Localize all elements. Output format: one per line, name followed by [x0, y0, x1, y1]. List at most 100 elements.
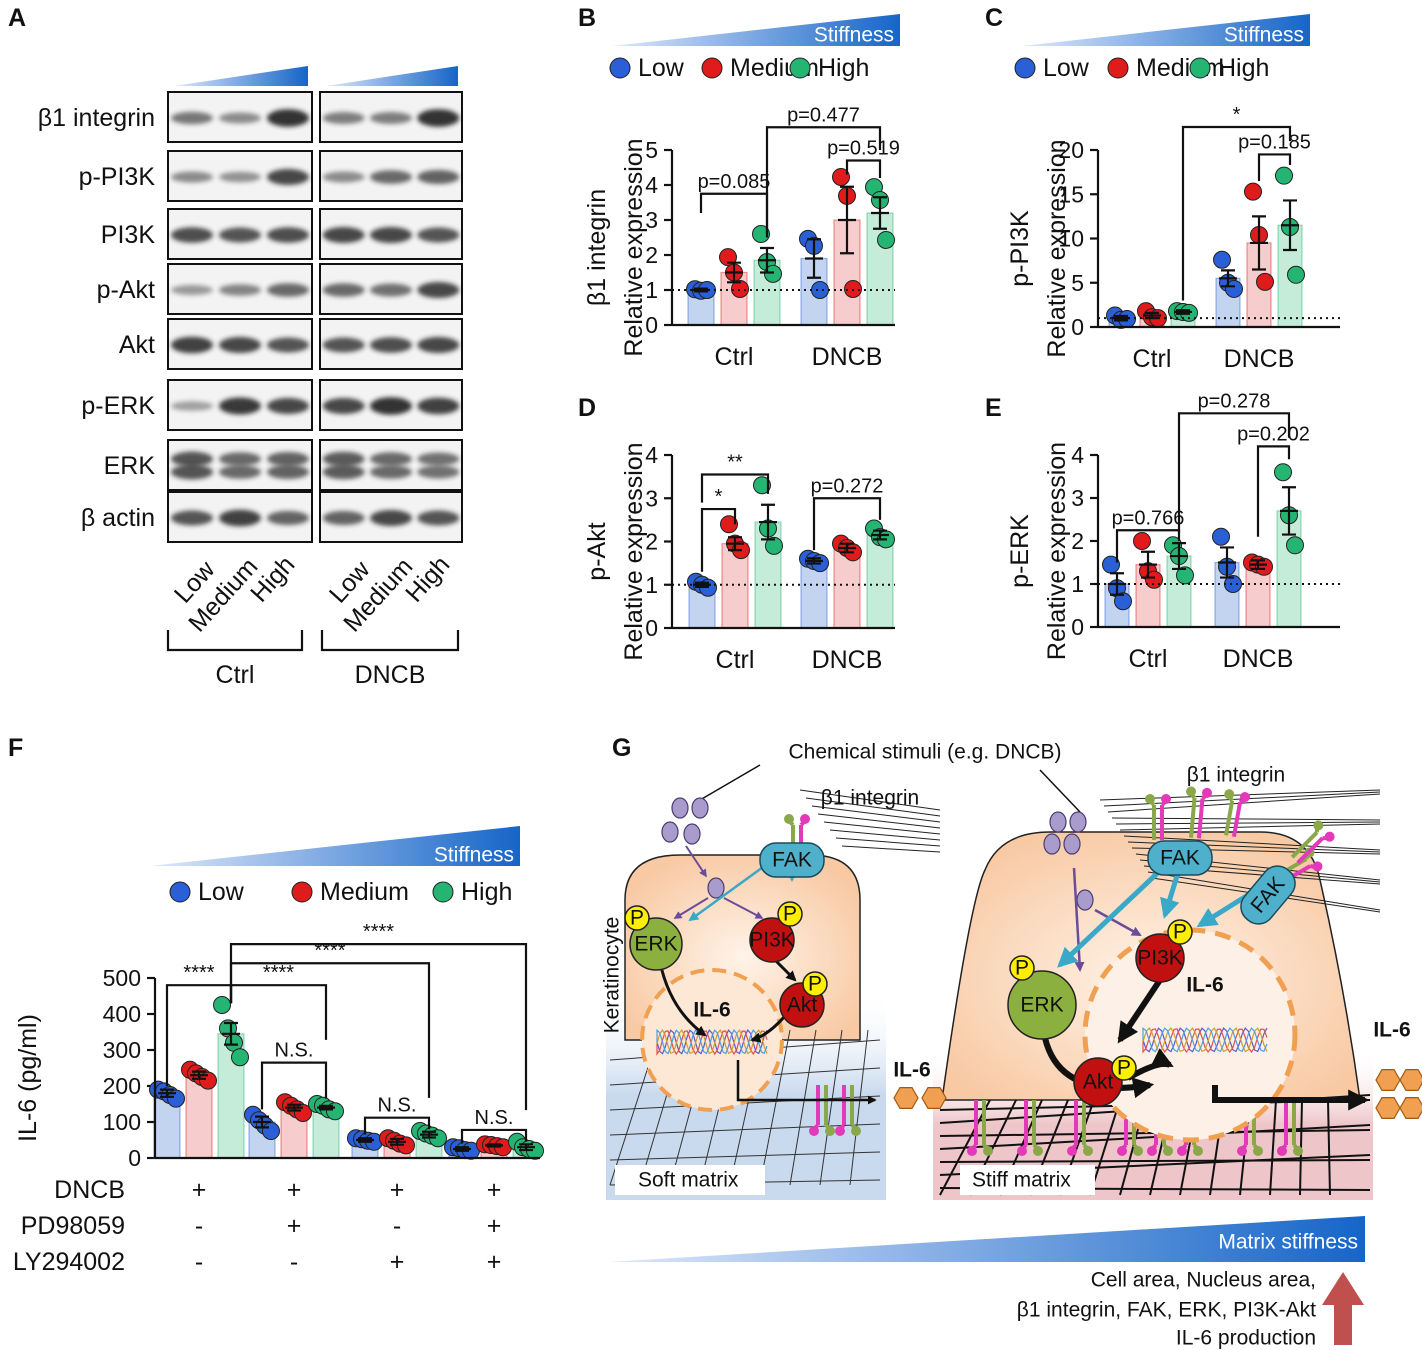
blot-band [171, 464, 213, 480]
panel-label: E [985, 394, 1002, 422]
integrin-head [851, 1126, 861, 1136]
blot-band [370, 337, 412, 353]
error-bar [356, 1137, 374, 1143]
condition-value: - [393, 1212, 401, 1240]
matrix-fiber [1327, 1099, 1331, 1196]
integrin [1067, 1100, 1093, 1156]
significance-bracket [1181, 125, 1292, 301]
y-tick-label: 10 [1058, 226, 1084, 252]
x-tick-label: Ctrl [716, 646, 755, 674]
matrix-fiber [759, 1029, 791, 1186]
blot-band [322, 112, 365, 124]
y-axis-label: Relative expression [1043, 442, 1071, 660]
blot-band [171, 171, 213, 183]
condition-value: + [390, 1176, 405, 1204]
y-tick-label: 1 [645, 572, 658, 598]
phospho-label: P [630, 907, 644, 930]
error-bar [158, 1088, 176, 1098]
significance-label: **** [263, 962, 294, 984]
blot-band [219, 227, 261, 243]
protein-label: Akt [787, 994, 818, 1017]
blot-band [171, 336, 213, 354]
signal-arrow [1057, 864, 1167, 968]
stiffness-wedge [326, 66, 458, 86]
integrin-head [1067, 1146, 1077, 1156]
signal-arrow [1196, 892, 1250, 928]
error-bar [1281, 199, 1299, 252]
panel-label: A [8, 4, 26, 32]
significance-label: p=0.185 [1238, 131, 1311, 153]
blot-band [322, 337, 365, 353]
fak-label: FAK [1160, 847, 1200, 870]
error-bar [726, 536, 744, 552]
signal-arrow [685, 845, 707, 878]
integrin-head [1313, 820, 1324, 831]
y-tick-label: 1 [1071, 571, 1084, 597]
integrin-head [1324, 831, 1335, 842]
x-tick-label: Ctrl [1129, 645, 1168, 673]
error-bar [222, 1021, 240, 1046]
integrin-head [1186, 786, 1197, 797]
phospho-label: P [1173, 921, 1187, 944]
blot-band [370, 510, 412, 526]
chemical-particle [1063, 833, 1081, 855]
error-bar [805, 238, 823, 279]
blot-band [171, 401, 213, 411]
data-point [167, 1089, 185, 1108]
error-bar [758, 246, 776, 274]
signal-arrow [1117, 978, 1163, 1044]
blot-band [417, 452, 460, 466]
data-point [877, 230, 895, 249]
stiffness-wedge [1022, 14, 1310, 46]
legend-label: Low [638, 54, 685, 82]
blot-band [322, 283, 365, 297]
panel-label: B [578, 4, 596, 32]
data-point [811, 281, 829, 299]
blot-band [370, 452, 412, 466]
il6-molecule [921, 1087, 947, 1109]
integrin [809, 1085, 835, 1136]
y-tick-label: 0 [645, 615, 658, 641]
blot-band [322, 227, 365, 243]
y-tick-label: 3 [645, 485, 658, 511]
protein-label: PI3K [1137, 947, 1183, 970]
blot-band [171, 451, 213, 467]
data-point [1286, 536, 1304, 555]
condition-label: DNCB [54, 1176, 125, 1204]
blot-band [219, 509, 261, 527]
legend-marker [789, 57, 811, 79]
bar [800, 560, 828, 629]
protein-label: ERK [104, 452, 156, 480]
data-point [720, 515, 738, 534]
panel-label: G [612, 734, 631, 762]
matrix-fiber [939, 1159, 1371, 1163]
chemical-particle [683, 823, 701, 845]
condition-label: PD98059 [21, 1212, 125, 1240]
integrin [1277, 1100, 1303, 1156]
fak-node [759, 842, 825, 878]
fak: FAK [759, 842, 825, 878]
phospho-node [1111, 1055, 1137, 1081]
blot-band [417, 227, 460, 243]
panel-label: C [985, 4, 1003, 32]
y-tick-label: 5 [1071, 270, 1084, 296]
chemical-particle [1069, 811, 1087, 833]
condition-value: + [287, 1212, 302, 1240]
data-point [1212, 527, 1230, 546]
blot-band [370, 465, 412, 479]
integrin-head [1033, 1146, 1043, 1156]
integrin-head [1224, 789, 1235, 800]
condition-value: + [487, 1248, 502, 1276]
protein-label: Akt [119, 331, 155, 359]
protein-node [1135, 933, 1185, 983]
il6-molecule [1399, 1097, 1422, 1119]
significance-label: **** [183, 962, 214, 984]
stiffness-label: Stiffness [434, 844, 514, 867]
blot-band [417, 109, 460, 127]
blot-band [219, 337, 261, 353]
blot-band [322, 451, 365, 467]
data-point [1114, 592, 1132, 611]
error-bar [1219, 269, 1237, 288]
stiffness-label: Stiffness [1224, 24, 1304, 47]
error-bar [805, 557, 823, 565]
